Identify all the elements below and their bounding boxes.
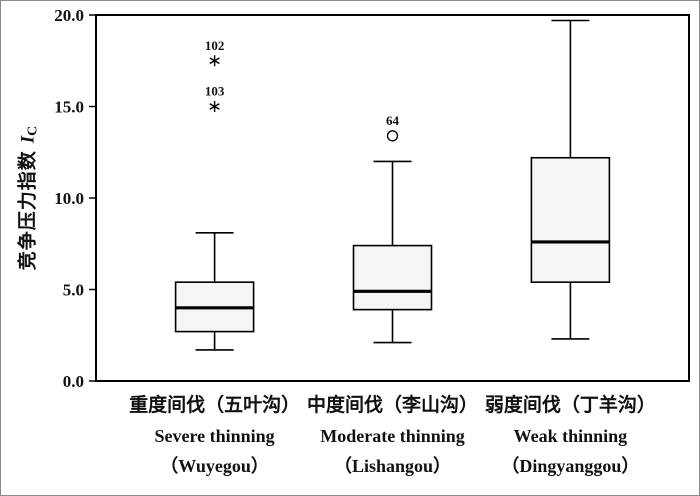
iqr-box: [530, 156, 611, 283]
outlier-label: 64: [386, 113, 400, 128]
group-label-en: Severe thinning: [155, 426, 275, 446]
outlier-label: 102: [205, 38, 225, 53]
group-label-site: （Lishangou）: [334, 456, 451, 476]
y-axis-tick-label: 10.0: [54, 189, 84, 208]
group-label-site: （Wuyegou）: [160, 456, 269, 476]
outlier-star-marker: [209, 103, 220, 110]
iqr-box: [352, 244, 433, 311]
group-label-en: Moderate thinning: [320, 426, 465, 446]
y-axis-tick-label: 15.0: [54, 98, 84, 117]
y-axis-tick-label: 0.0: [63, 372, 84, 391]
group-label-cn: 重度间伐（五叶沟）: [129, 393, 300, 416]
outlier-star-marker: [209, 57, 220, 65]
y-axis-tick-label: 5.0: [63, 281, 84, 300]
y-axis-tick-label: 20.0: [54, 6, 84, 25]
group-label-site: （Dingyanggou）: [501, 456, 639, 476]
outlier-circle-marker: [386, 130, 399, 142]
group-label-cn: 弱度间伐（丁羊沟）: [485, 393, 656, 416]
group-label-en: Weak thinning: [514, 426, 628, 446]
outlier-label: 103: [205, 84, 225, 99]
group-label-cn: 中度间伐（李山沟）: [307, 393, 478, 416]
